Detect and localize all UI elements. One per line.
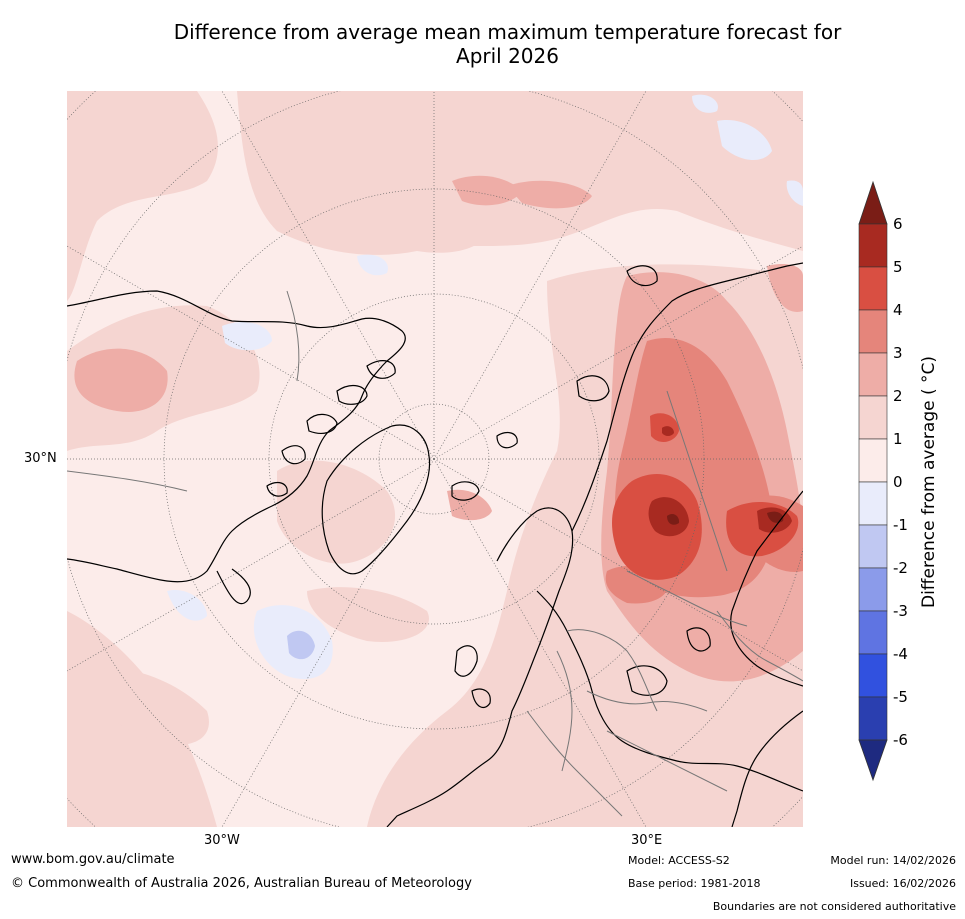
graticule (67, 91, 803, 827)
colorbar-tick-6: 6 (893, 215, 903, 233)
footer-base-period: Base period: 1981-2018 (628, 877, 761, 890)
colorbar-tick-minus3: -3 (893, 602, 908, 620)
footer-disclaimer: Boundaries are not considered authoritat… (712, 900, 956, 913)
colorbar-title-text: Difference from average ( °C) (919, 355, 939, 609)
footer-model-run: Model run: 14/02/2026 (830, 854, 956, 867)
longitude-label-30e: 30°E (631, 833, 663, 848)
colorbar-tick-2: 2 (893, 387, 903, 405)
colorbar-tick-4: 4 (893, 301, 903, 319)
footer-issued: Issued: 16/02/2026 (849, 877, 956, 890)
longitude-label-30w: 30°W (204, 833, 240, 848)
footer-copyright: © Commonwealth of Australia 2026, Austra… (11, 876, 472, 891)
footer-model: Model: ACCESS-S2 (628, 854, 730, 867)
colorbar-tick-0: 0 (893, 473, 903, 491)
colorbar-swatch-minus3-minus2 (858, 567, 888, 612)
colorbar-swatch-4-5 (858, 266, 888, 311)
colorbar-swatch-minus5-minus4 (858, 653, 888, 698)
anomaly-band-above-6 (667, 511, 784, 525)
colorbar-tick-minus5: -5 (893, 688, 908, 706)
colorbar-swatch-2-3 (858, 352, 888, 397)
colorbar-swatch-5-6 (858, 223, 888, 268)
forecast-map[interactable] (67, 91, 803, 827)
colorbar-swatch-minus4-minus3 (858, 610, 888, 655)
colorbar-swatch-0-1 (858, 438, 888, 483)
colorbar-tick-minus4: -4 (893, 645, 908, 663)
footer-url[interactable]: www.bom.gov.au/climate (11, 852, 175, 867)
colorbar-tick-5: 5 (893, 258, 903, 276)
colorbar-extend-below (858, 739, 888, 782)
colorbar-tick-minus6: -6 (893, 731, 908, 749)
colorbar-tick-minus2: -2 (893, 559, 908, 577)
colorbar-swatch-3-4 (858, 309, 888, 354)
colorbar-swatch-minus2-minus1 (858, 524, 888, 569)
map-title: Difference from average mean maximum tem… (0, 20, 965, 68)
colorbar-extend-above (858, 180, 888, 225)
colorbar-tick-1: 1 (893, 430, 903, 448)
anomaly-band-minus-2-minus-1 (287, 630, 315, 660)
colorbar-tick-minus1: -1 (893, 516, 908, 534)
latitude-label-30n: 30°N (24, 451, 57, 466)
colorbar-tick-3: 3 (893, 344, 903, 362)
colorbar-swatch-1-2 (858, 395, 888, 440)
colorbar-swatch-minus1-0 (858, 481, 888, 526)
colorbar (858, 180, 888, 782)
map-title-line-2: April 2026 (456, 44, 559, 68)
map-title-line-1: Difference from average mean maximum tem… (173, 20, 842, 44)
colorbar-swatch-minus6-minus5 (858, 696, 888, 741)
country-borders (67, 290, 803, 817)
